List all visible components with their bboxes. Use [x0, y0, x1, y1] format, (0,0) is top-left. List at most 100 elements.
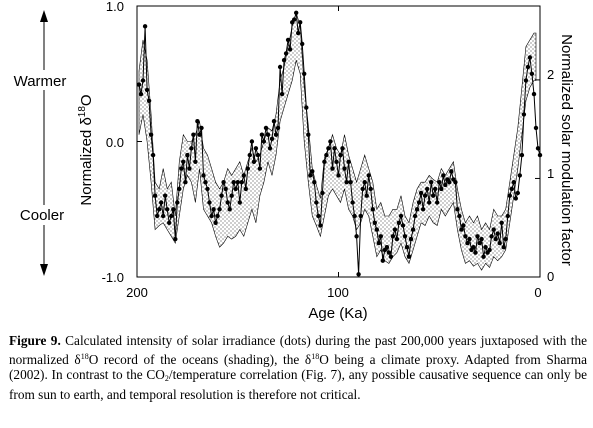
- y-left-label-o: O: [78, 94, 95, 106]
- solar-dot: [509, 186, 514, 192]
- caption-sup-18-a: 18: [80, 351, 89, 361]
- solar-dot: [249, 139, 255, 144]
- solar-dot: [380, 258, 385, 263]
- solar-dot: [406, 254, 412, 259]
- solar-dot: [197, 132, 202, 137]
- solar-dot: [223, 186, 228, 192]
- solar-dot: [219, 193, 224, 198]
- solar-dot: [344, 180, 349, 185]
- solar-dot: [310, 169, 315, 174]
- caption-text-3: O being a climate proxy. Adapted from Sh…: [9, 351, 587, 383]
- solar-dot: [427, 200, 432, 205]
- solar-dot: [336, 173, 341, 178]
- solar-dot: [384, 245, 390, 250]
- caption-text-4: /temperature correlation (Fig. 7), any p…: [9, 367, 587, 402]
- solar-dot: [535, 146, 541, 151]
- solar-dot: [449, 169, 454, 174]
- solar-dot: [324, 152, 329, 158]
- solar-dot: [374, 227, 379, 232]
- solar-dot: [227, 207, 232, 212]
- solar-dot: [372, 220, 377, 225]
- solar-dot: [465, 240, 470, 246]
- solar-dot: [517, 173, 522, 178]
- solar-dot: [455, 207, 460, 212]
- solar-dot: [306, 132, 311, 137]
- solar-dot: [461, 223, 466, 228]
- solar-dot: [346, 159, 351, 164]
- solar-dot: [189, 146, 194, 151]
- solar-dot: [308, 173, 313, 178]
- solar-dot: [471, 245, 476, 250]
- solar-dot: [416, 200, 422, 205]
- solar-dot: [431, 193, 436, 198]
- caption-text-1: Calculated intensity of solar irradiance…: [9, 333, 587, 367]
- solar-dot: [447, 180, 452, 185]
- solar-dot: [209, 213, 214, 219]
- solar-dot: [177, 186, 182, 192]
- solar-dot: [191, 132, 196, 137]
- solar-dot: [173, 236, 178, 242]
- solar-dot: [477, 240, 482, 246]
- solar-dot: [366, 173, 371, 178]
- solar-dot: [195, 119, 200, 124]
- solar-dot: [318, 223, 323, 228]
- solar-dot: [368, 186, 373, 192]
- solar-dot: [513, 196, 518, 201]
- solar-dot: [142, 24, 148, 29]
- solar-dot: [404, 245, 410, 250]
- solar-dot: [483, 245, 488, 250]
- solar-dot: [390, 234, 396, 239]
- solar-dot: [273, 132, 279, 137]
- solar-dot: [523, 78, 529, 83]
- solar-dot: [358, 213, 363, 219]
- solar-dot: [396, 220, 402, 225]
- solar-dot: [493, 236, 498, 242]
- solar-dot: [519, 152, 525, 158]
- solar-dot: [231, 180, 236, 185]
- solar-dot: [388, 254, 394, 259]
- solar-dot: [531, 91, 537, 97]
- solar-dot: [414, 207, 420, 212]
- solar-dot: [334, 159, 339, 164]
- solar-dot: [255, 152, 261, 158]
- solar-dot: [467, 236, 472, 242]
- solar-dot: [503, 236, 508, 242]
- y-left-label-text: Normalized δ: [78, 117, 95, 205]
- solar-dot: [161, 213, 166, 219]
- solar-dot: [479, 236, 484, 242]
- solar-dot: [247, 152, 252, 158]
- solar-dot: [459, 227, 464, 232]
- solar-dot: [294, 10, 299, 15]
- solar-dot: [457, 213, 462, 219]
- x-tick-200: 200: [126, 285, 148, 300]
- solar-dot: [171, 207, 176, 212]
- arrow-up-icon: [40, 10, 48, 22]
- solar-dot: [439, 186, 444, 192]
- solar-dot: [350, 200, 355, 205]
- caption-text-2: O record of the oceans (shading), the δ: [88, 351, 312, 367]
- solar-dot: [233, 186, 238, 192]
- solar-dot: [263, 125, 269, 131]
- solar-dot: [167, 220, 172, 225]
- solar-dot: [300, 41, 305, 47]
- solar-dot: [332, 146, 337, 151]
- figure-caption: Figure 9. Calculated intensity of solar …: [9, 333, 587, 402]
- solar-dot: [328, 139, 333, 144]
- solar-dot: [412, 213, 418, 219]
- solar-dot: [140, 78, 146, 83]
- solar-dot: [163, 193, 168, 198]
- solar-dot: [525, 64, 531, 70]
- solar-dot: [144, 87, 150, 93]
- solar-dot: [251, 159, 257, 164]
- y-right-tick-2: 2: [547, 67, 554, 82]
- solar-dot: [201, 173, 206, 178]
- solar-dot: [159, 200, 164, 205]
- solar-dot: [499, 220, 504, 225]
- solar-dot: [356, 272, 361, 277]
- solar-dot: [501, 245, 506, 250]
- solar-dot: [298, 20, 303, 25]
- solar-dot: [181, 159, 186, 164]
- solar-dot: [402, 234, 408, 239]
- solar-dot: [138, 91, 144, 97]
- solar-dot: [269, 136, 275, 141]
